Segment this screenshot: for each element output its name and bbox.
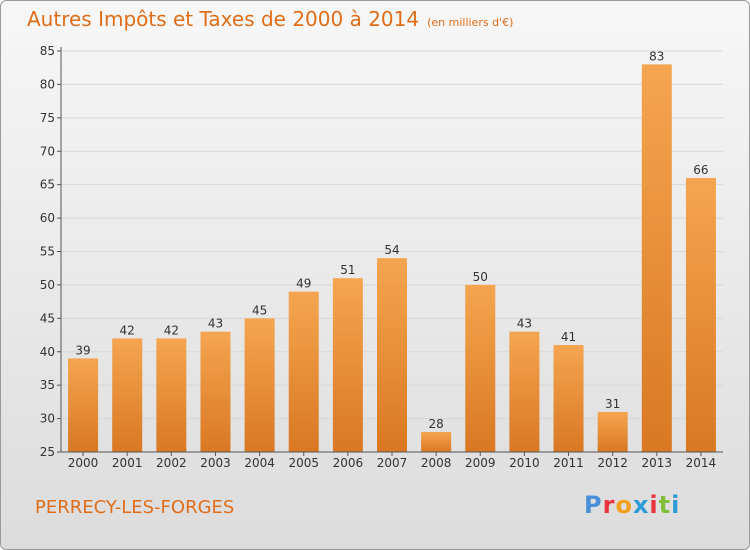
bar-value-label: 51 [340,263,355,277]
x-tick-label: 2002 [156,456,187,470]
bar-2008 [421,431,452,452]
logo-letter: i [649,491,659,519]
bar-value-label: 41 [561,330,576,344]
y-tick-label: 55 [40,245,55,259]
bar-value-label: 45 [252,303,267,317]
bar-value-label: 49 [296,277,311,291]
bar-value-label: 31 [605,397,620,411]
bar-value-label: 43 [208,317,223,331]
y-tick-label: 65 [40,178,55,192]
proxiti-logo: Proxiti [584,491,680,519]
bar-2013 [641,64,672,452]
bars: 39 42 42 43 45 49 51 54 28 50 43 41 31 83 66 [68,49,716,452]
x-tick-label: 2007 [377,456,408,470]
y-tick-label: 60 [40,211,55,225]
x-tick-label: 2006 [333,456,364,470]
x-tick-label: 2001 [112,456,143,470]
x-tick-label: 2003 [200,456,231,470]
bar-value-label: 39 [75,343,90,357]
bar-2014 [685,177,716,452]
bar-value-label: 54 [384,243,399,257]
bar-2010 [509,331,540,452]
y-tick-label: 50 [40,278,55,292]
bar-value-label: 28 [428,417,443,431]
logo-letter: t [658,491,672,519]
x-tick-label: 2012 [597,456,628,470]
bar-value-label: 66 [693,163,708,177]
bar-2003 [200,331,231,452]
x-tick-label: 2009 [465,456,496,470]
x-axis: 2000 2001 2002 2003 2004 2005 2006 2007 2008 2009… [61,451,723,470]
y-tick-label: 30 [40,412,55,426]
x-tick-label: 2008 [421,456,452,470]
y-tick-label: 70 [40,144,55,158]
bar-2004 [244,318,275,452]
y-tick-label: 45 [40,311,55,325]
y-tick-label: 85 [40,44,55,58]
x-tick-label: 2014 [686,456,717,470]
logo-letter: i [671,491,681,519]
chart-title: Autres Impôts et Taxes de 2000 à 2014 [27,7,420,31]
bar-value-label: 43 [517,317,532,331]
logo-letter: x [632,491,650,519]
x-tick-label: 2004 [244,456,275,470]
bar-2001 [112,338,143,452]
y-tick-label: 40 [40,345,55,359]
bar-value-label: 42 [164,323,179,337]
x-tick-label: 2005 [288,456,319,470]
bar-value-label: 83 [649,49,664,63]
bar-2011 [553,345,584,452]
bar-2000 [68,358,99,452]
x-tick-label: 2013 [642,456,673,470]
y-tick-label: 75 [40,111,55,125]
bar-2005 [288,291,319,452]
x-tick-label: 2010 [509,456,540,470]
y-tick-label: 35 [40,378,55,392]
chart-title-block: Autres Impôts et Taxes de 2000 à 2014 (en… [27,7,513,31]
bar-2002 [156,338,187,452]
logo-letter: o [615,491,633,519]
y-axis: 25 30 35 40 45 50 55 60 65 70 75 80 85 [40,44,62,459]
bar-2007 [377,258,407,452]
bar-2009 [465,284,496,452]
x-tick-label: 2011 [553,456,584,470]
bar-value-label: 42 [120,323,135,337]
bar-value-label: 50 [473,270,488,284]
y-tick-label: 25 [40,445,55,459]
chart-unit: (en milliers d'€) [427,16,514,29]
place-name: PERRECY-LES-FORGES [35,497,235,518]
logo-letter: P [584,491,603,519]
x-tick-label: 2000 [68,456,99,470]
logo-letter: r [602,491,616,519]
bar-2012 [597,411,628,452]
y-tick-label: 80 [40,77,55,91]
bar-2006 [332,278,363,452]
